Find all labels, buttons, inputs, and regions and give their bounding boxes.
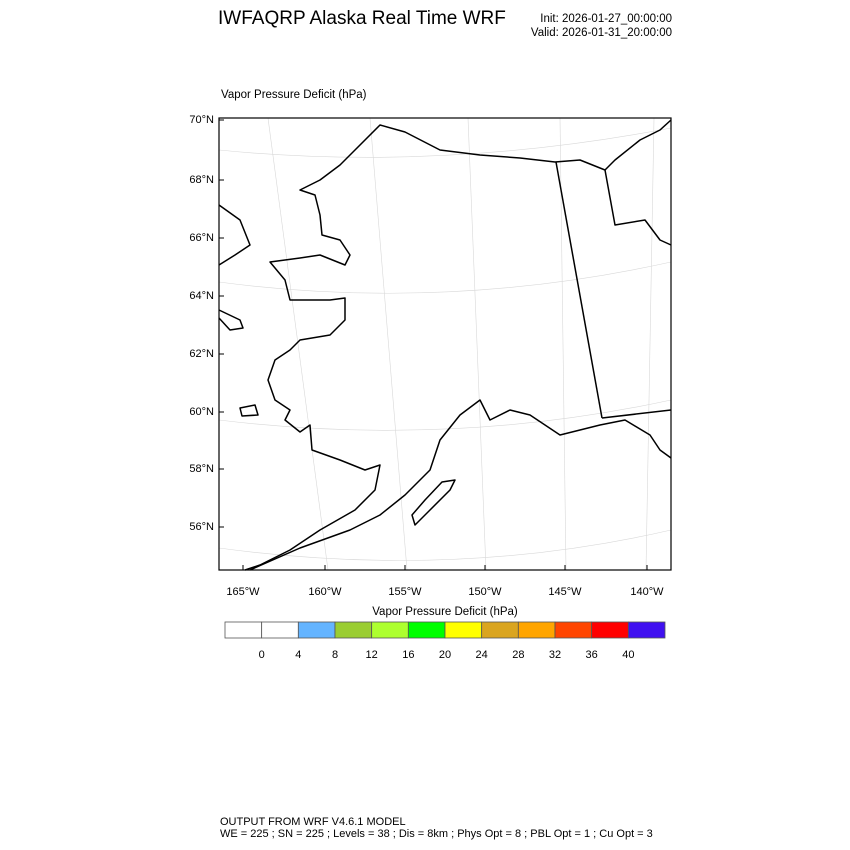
lon-label: 150°W [468, 586, 502, 598]
axis-ticks [219, 119, 648, 570]
lat-label: 66°N [189, 232, 214, 244]
south-coastline [249, 399, 672, 571]
colorbar-label: 16 [402, 649, 415, 661]
colorbar-box [261, 621, 299, 639]
colorbar-label: 8 [331, 649, 339, 661]
nunivak-island [239, 404, 259, 417]
colorbar-box [407, 621, 446, 639]
lat-line-64 [218, 261, 672, 294]
lon-line-155 [369, 117, 408, 571]
graticule [218, 117, 672, 571]
colorbar-label: 32 [548, 649, 562, 661]
siberia-coast [218, 204, 251, 266]
lon-label: 140°W [630, 586, 664, 598]
colorbar-box [591, 621, 629, 639]
colorbar-label: 36 [585, 649, 598, 661]
footer-config: WE = 225 ; SN = 225 ; Levels = 38 ; Dis … [220, 828, 653, 840]
colorbar-box [334, 621, 373, 639]
footer-model: OUTPUT FROM WRF V4.6.1 MODEL [220, 816, 406, 828]
init-time: Init: 2026-01-27_00:00:00 [540, 13, 672, 25]
colorbar-label: 4 [295, 649, 302, 661]
bc-border [601, 409, 672, 419]
colorbar-box [444, 621, 483, 639]
lat-label: 64°N [189, 290, 214, 302]
colorbar-label: 0 [258, 649, 265, 661]
lon-label: 155°W [388, 586, 422, 598]
lat-label: 60°N [189, 406, 214, 418]
colorbar-box [627, 621, 666, 639]
colorbar-label: 24 [475, 649, 488, 661]
lat-label: 62°N [189, 348, 214, 360]
colorbar-box [517, 621, 556, 639]
lon-line-160 [267, 117, 329, 571]
colorbar [224, 621, 666, 639]
colorbar-label: 40 [622, 649, 635, 661]
colorbar-label: 28 [512, 649, 525, 661]
colorbar-label: 12 [365, 649, 378, 661]
valid-time: Valid: 2026-01-31_20:00:00 [530, 27, 672, 39]
yukon-border [604, 169, 672, 246]
field-title: Vapor Pressure Deficit (hPa) [221, 89, 367, 101]
lat-line-60 [218, 399, 672, 431]
kodiak-island [411, 479, 456, 526]
colorbar-box [371, 621, 409, 639]
lat-label: 70°N [189, 114, 214, 126]
st-lawrence-island [218, 309, 244, 331]
colorbar-label: 20 [438, 649, 452, 661]
map-frame [218, 117, 672, 571]
lon-label: 160°W [308, 586, 342, 598]
lat-line-68 [218, 127, 672, 158]
lon-label: 145°W [548, 586, 582, 598]
lat-label: 56°N [189, 521, 214, 533]
colorbar-title: Vapor Pressure Deficit (hPa) [372, 606, 518, 618]
lat-label: 58°N [189, 463, 214, 475]
colorbar-box [481, 621, 519, 639]
lon-line-150 [467, 117, 487, 571]
alaska-canada-border [555, 161, 603, 419]
lon-line-140 [645, 117, 655, 571]
lat-line-56 [218, 529, 672, 561]
coastlines [218, 119, 672, 571]
lon-label: 165°W [226, 586, 260, 598]
colorbar-box [224, 621, 263, 639]
colorbar-box [297, 621, 336, 639]
figure-title: IWFAQRP Alaska Real Time WRF [218, 8, 506, 29]
lat-label: 68°N [189, 174, 214, 186]
colorbar-box [554, 621, 593, 639]
alaska-coastline [244, 119, 672, 571]
